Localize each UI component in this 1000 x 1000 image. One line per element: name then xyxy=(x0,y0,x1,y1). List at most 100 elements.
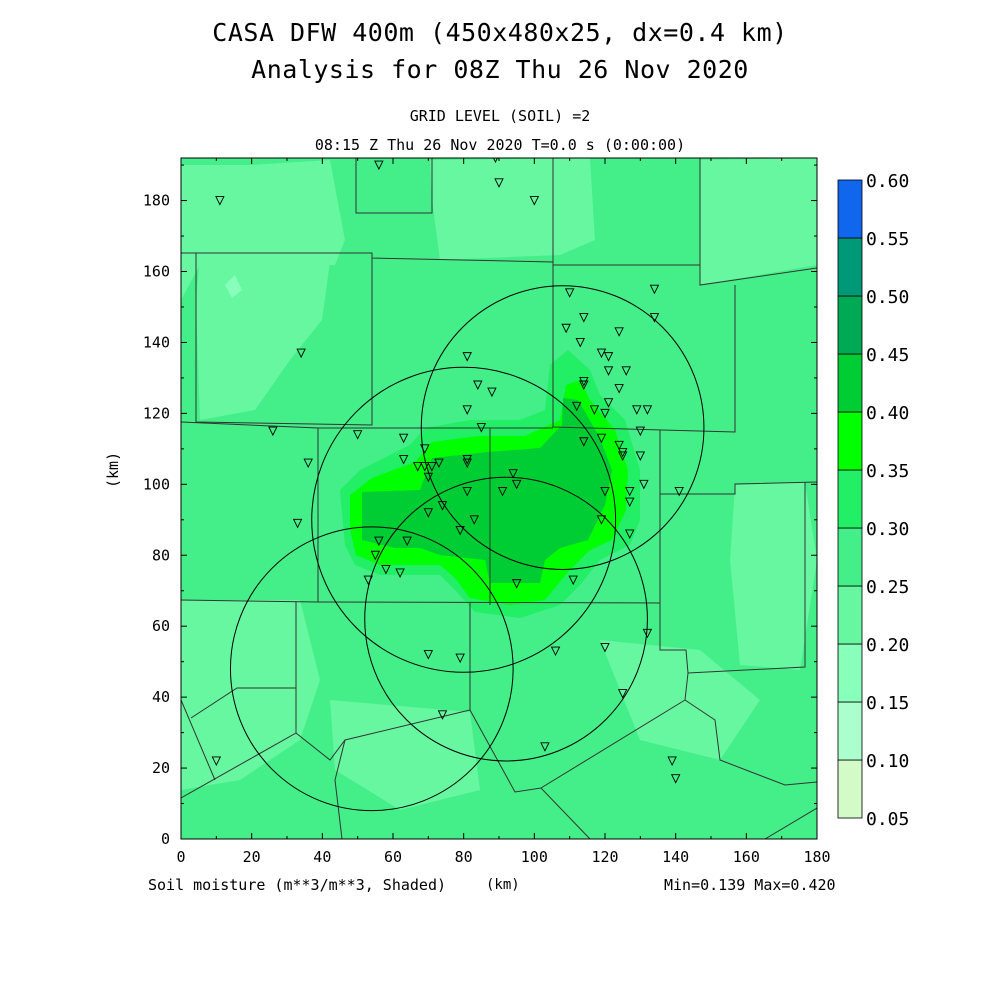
station-marker xyxy=(579,380,589,391)
colorbar-bin xyxy=(837,527,863,587)
station-marker xyxy=(568,575,578,586)
y-tick-label: 120 xyxy=(143,404,170,422)
x-tick-label: 120 xyxy=(591,848,618,866)
station-marker xyxy=(600,643,610,653)
x-tick-label: 20 xyxy=(243,848,261,866)
station-marker xyxy=(635,426,646,437)
variable-label: Soil moisture (m**3/m**3, Shaded) xyxy=(148,876,447,894)
station-marker xyxy=(564,288,575,298)
colorbar-bin xyxy=(837,643,863,703)
station-marker xyxy=(363,575,373,586)
station-marker xyxy=(487,387,497,398)
x-tick-label: 0 xyxy=(176,848,185,866)
field-region-0.20-sw xyxy=(181,600,320,790)
station-marker xyxy=(211,756,222,766)
station-marker xyxy=(370,550,381,561)
station-marker xyxy=(511,479,522,490)
station-marker xyxy=(529,196,540,206)
station-marker xyxy=(455,653,465,664)
station-marker xyxy=(462,405,472,415)
county-boundaries xyxy=(181,158,817,839)
station-marker xyxy=(494,178,504,188)
station-marker xyxy=(621,366,631,376)
station-marker xyxy=(413,462,423,472)
colorbar-bin xyxy=(837,295,863,355)
plot-title-line1: CASA DFW 400m (450x480x25, dx=0.4 km) xyxy=(212,18,788,47)
station-marker xyxy=(625,529,635,539)
colorbar-level-label: 0.05 xyxy=(866,809,909,830)
station-marker xyxy=(462,455,472,465)
station-marker xyxy=(395,568,405,578)
x-axis-label: (km) xyxy=(486,877,520,893)
colorbar-level-label: 0.35 xyxy=(866,461,909,482)
x-tick-label: 100 xyxy=(521,848,548,866)
station-marker xyxy=(579,437,589,447)
station-marker xyxy=(625,486,635,497)
radar-range-ring xyxy=(229,526,514,812)
station-marker xyxy=(579,377,589,387)
county-line xyxy=(181,421,319,603)
plot-title-line2: Analysis for 08Z Thu 26 Nov 2020 xyxy=(251,55,749,84)
station-marker xyxy=(639,479,649,490)
station-marker xyxy=(617,689,628,699)
field-region-0.20-east xyxy=(730,482,817,670)
county-line xyxy=(660,481,817,495)
station-marker xyxy=(625,497,635,508)
colorbar-level-label: 0.40 xyxy=(866,403,909,424)
colorbar: 0.05 0.10 0.15 0.20 0.25 0.30 0.35 0.40 0.45 0.50… xyxy=(837,171,909,830)
x-tick-label: 160 xyxy=(733,848,760,866)
station-marker xyxy=(600,486,610,497)
valid-time-label: 08:15 Z Thu 26 Nov 2020 T=0.0 s (0:00:00… xyxy=(314,136,686,154)
station-marker xyxy=(642,405,653,415)
field-region-0.20-se xyxy=(600,640,760,760)
station-marker xyxy=(596,433,607,444)
field-region-0.15-spot xyxy=(225,275,242,298)
county-line xyxy=(659,482,806,674)
station-marker xyxy=(427,462,437,472)
colorbar-bin xyxy=(837,179,863,239)
radar-range-rings xyxy=(229,285,705,812)
county-line xyxy=(181,699,216,781)
county-line xyxy=(469,709,591,839)
station-marker xyxy=(575,337,585,348)
station-marker xyxy=(635,451,646,461)
station-marker xyxy=(670,774,681,784)
field-region-0.20-south xyxy=(330,700,480,810)
min-max-label: Min=0.139 Max=0.420 xyxy=(664,876,836,894)
colorbar-level-label: 0.25 xyxy=(866,577,909,598)
station-marker xyxy=(462,458,472,469)
county-line xyxy=(552,265,736,433)
station-marker xyxy=(462,486,472,497)
station-marker xyxy=(649,284,660,295)
station-marker xyxy=(603,398,614,408)
field-region-0.20-ne xyxy=(700,158,817,285)
station-marker xyxy=(600,408,610,419)
station-marker xyxy=(420,444,430,454)
station-marker xyxy=(508,469,518,479)
station-marker xyxy=(296,348,306,359)
station-marker xyxy=(420,462,430,472)
station-marker xyxy=(497,486,508,497)
station-marker xyxy=(303,458,313,469)
colorbar-bin xyxy=(837,701,863,761)
station-marker xyxy=(476,423,487,433)
colorbar-bin xyxy=(837,759,863,819)
y-tick-label: 160 xyxy=(143,263,170,281)
colorbar-level-label: 0.15 xyxy=(866,693,909,714)
field-region-0.20-west xyxy=(196,255,330,420)
station-marker xyxy=(540,742,550,752)
x-tick-label: 40 xyxy=(313,848,331,866)
colorbar-bin xyxy=(837,237,863,297)
county-line xyxy=(764,807,817,839)
station-marker xyxy=(374,536,384,547)
colorbar-bin xyxy=(837,469,863,529)
colorbar-level-label: 0.30 xyxy=(866,519,909,540)
station-marker xyxy=(292,518,303,529)
county-line xyxy=(190,602,297,719)
station-marker xyxy=(550,646,561,657)
x-tick-label: 60 xyxy=(384,848,402,866)
radar-range-ring xyxy=(364,476,648,762)
county-line xyxy=(355,158,433,214)
station-marker xyxy=(603,352,614,362)
grid-level-label: GRID LEVEL (SOIL) =2 xyxy=(409,107,591,125)
